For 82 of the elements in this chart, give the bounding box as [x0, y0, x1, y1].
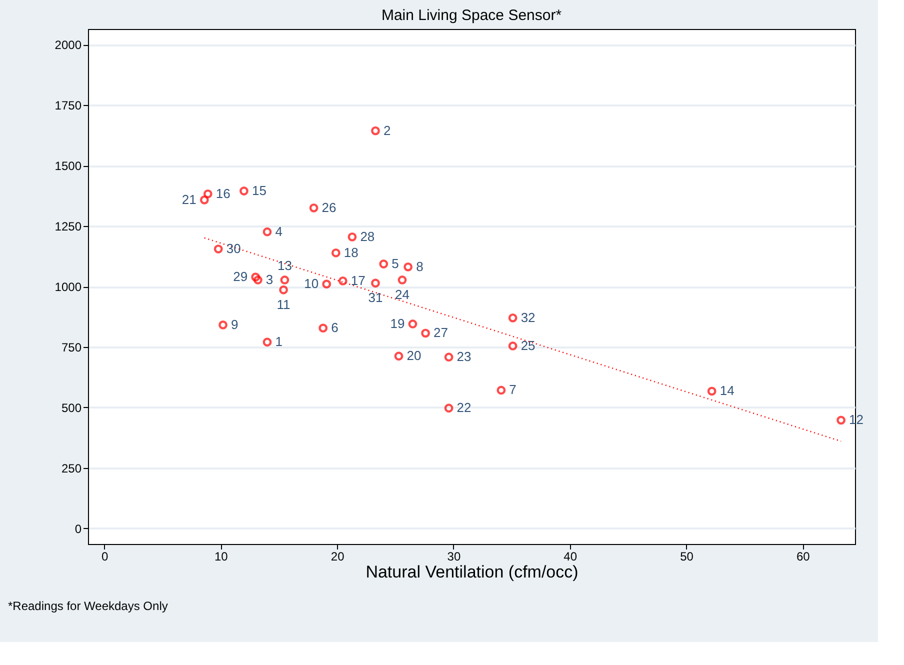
annotation: 32	[520, 310, 536, 325]
y-tick-label: 1500	[54, 159, 82, 174]
point	[371, 126, 380, 136]
point	[348, 232, 357, 242]
x-tick-label: 30	[447, 550, 461, 564]
y-tick-label: 500	[61, 400, 82, 415]
point	[394, 352, 404, 361]
annotation: 17	[350, 272, 366, 288]
point	[707, 386, 716, 396]
annotation: 4	[275, 224, 282, 239]
y-tick-label: 750	[61, 340, 82, 354]
x-tick-label: 20	[330, 550, 345, 564]
point	[309, 203, 318, 212]
point	[379, 260, 388, 268]
annotation: 16	[216, 186, 230, 201]
annotation: 30	[226, 241, 241, 256]
point	[496, 386, 506, 395]
point	[508, 342, 518, 350]
point	[251, 272, 260, 282]
annotation: 8	[416, 258, 424, 274]
x-tick-label: 10	[214, 550, 228, 564]
point	[836, 416, 846, 425]
annotation: 23	[456, 349, 472, 364]
annotation: 29	[233, 269, 248, 284]
annotation: 24	[395, 286, 410, 302]
annotation: 10	[304, 276, 319, 292]
point	[280, 276, 290, 284]
y-tick-label: 0	[74, 522, 82, 536]
annotation: 21	[182, 192, 196, 207]
point	[240, 186, 248, 196]
x-tick-label: 60	[796, 550, 810, 564]
chart-title: Main Living Space Sensor*	[381, 7, 562, 24]
x-axis-title: Natural Ventilation (cfm/occ)	[366, 562, 578, 582]
annotation: 14	[720, 383, 734, 398]
point	[279, 285, 288, 294]
y-tick-label: 250	[61, 461, 82, 476]
point	[200, 195, 209, 204]
point	[218, 320, 228, 330]
y-tick-label: 1750	[54, 98, 82, 113]
y-tick-label: 1250	[54, 220, 82, 234]
y-tick-label: 2000	[54, 38, 82, 52]
annotation: 13	[277, 258, 292, 273]
annotation: 9	[231, 316, 238, 332]
annotation: 7	[509, 382, 516, 398]
point	[262, 227, 272, 236]
x-tick-label: 50	[680, 550, 694, 564]
annotation: 15	[252, 182, 266, 198]
annotation: 27	[434, 325, 448, 340]
point	[262, 338, 272, 347]
y-tick-label: 1000	[54, 280, 82, 294]
point	[408, 320, 418, 328]
point	[371, 278, 380, 288]
annotation: 31	[368, 290, 383, 306]
point	[203, 189, 212, 198]
point	[331, 248, 340, 258]
annotation: 26	[322, 200, 336, 215]
point	[404, 262, 413, 272]
point	[214, 244, 223, 254]
point	[338, 276, 348, 286]
point	[421, 328, 430, 338]
annotation: 18	[344, 244, 358, 260]
annotation: 6	[331, 320, 338, 336]
annotation: 11	[276, 296, 290, 312]
x-tick-label: 40	[564, 550, 578, 564]
annotation: 2	[383, 122, 391, 138]
point	[253, 276, 262, 284]
annotation: 5	[392, 256, 399, 272]
annotation: 22	[456, 400, 472, 416]
annotation: 3	[266, 272, 274, 287]
annotation: 28	[360, 228, 375, 244]
point	[508, 313, 518, 322]
point	[398, 276, 407, 284]
annotation: 25	[520, 338, 536, 353]
point	[322, 280, 332, 289]
x-tick-label: 0	[101, 550, 108, 564]
annotation: 19	[390, 316, 405, 331]
annotation: 20	[406, 348, 422, 364]
point	[444, 404, 454, 413]
point	[318, 324, 328, 333]
text: *Readings for Weekdays Only	[8, 599, 168, 613]
annotation: 1	[275, 334, 282, 350]
point	[444, 352, 454, 362]
